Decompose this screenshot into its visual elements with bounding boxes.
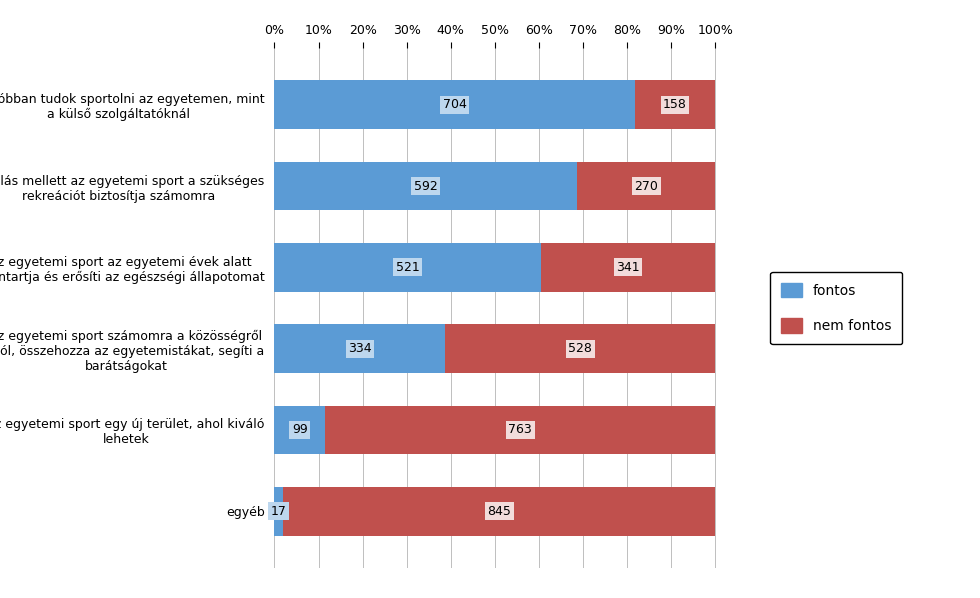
Text: 270: 270 xyxy=(634,179,659,193)
Bar xyxy=(445,324,715,373)
Bar xyxy=(541,243,715,292)
Text: 763: 763 xyxy=(509,423,532,437)
Bar xyxy=(274,324,445,373)
Bar xyxy=(325,405,715,454)
Text: 592: 592 xyxy=(414,179,438,193)
Text: 528: 528 xyxy=(568,342,592,355)
Text: 704: 704 xyxy=(443,98,466,111)
Text: 158: 158 xyxy=(663,98,687,111)
Text: 334: 334 xyxy=(348,342,371,355)
Text: 17: 17 xyxy=(270,505,287,518)
Text: 99: 99 xyxy=(292,423,308,437)
Bar xyxy=(283,487,715,536)
Bar xyxy=(274,161,577,210)
Bar xyxy=(274,80,635,129)
Text: 341: 341 xyxy=(616,261,640,274)
Bar xyxy=(274,243,541,292)
Bar xyxy=(274,405,325,454)
Legend: fontos, nem fontos: fontos, nem fontos xyxy=(770,271,903,344)
Text: 521: 521 xyxy=(396,261,419,274)
Bar xyxy=(635,80,715,129)
Text: 845: 845 xyxy=(487,505,512,518)
Bar xyxy=(577,161,715,210)
Bar xyxy=(274,487,283,536)
